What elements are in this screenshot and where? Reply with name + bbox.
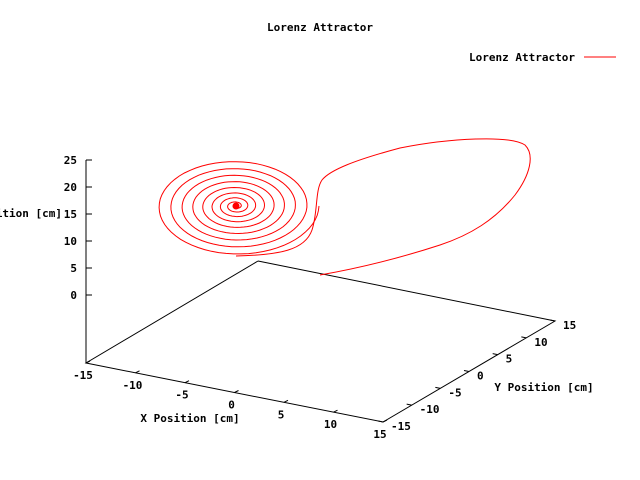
z-tick-label: 0 (70, 289, 77, 302)
x-tick-label: 0 (228, 399, 235, 412)
chart-title: Lorenz Attractor (267, 21, 373, 34)
y-tick-mark (377, 420, 384, 423)
x-tick-mark (333, 409, 338, 413)
x-tick-label: 5 (278, 408, 285, 421)
z-tick-label: 20 (64, 181, 77, 194)
z-axis-label: Z Position [cm] (0, 207, 62, 220)
y-tick-mark (406, 403, 412, 406)
y-tick-label: 10 (534, 336, 547, 349)
attractor-curve (158, 138, 531, 276)
x-axis-label: X Position [cm] (140, 412, 239, 425)
y-tick-mark (463, 370, 470, 372)
series-lorenz-attractor-outer-loop (235, 138, 531, 276)
y-tick-label: -5 (448, 386, 461, 399)
x-tick-mark (85, 360, 91, 364)
x-tick-label: 10 (324, 418, 337, 431)
y-tick-label: -10 (420, 403, 440, 416)
y-tick-label: -15 (391, 420, 411, 433)
z-tick-label: 10 (64, 235, 77, 248)
x-tick-mark (283, 399, 289, 403)
z-tick-label: 25 (64, 154, 77, 167)
y-tick-mark (492, 353, 498, 356)
y-tick-mark (521, 336, 527, 339)
x-tick-label: 15 (373, 428, 386, 441)
series-lorenz-attractor-inner-spiral (158, 161, 320, 255)
legend-label: Lorenz Attractor (469, 51, 575, 64)
y-axis-ticks: -15 -10 -5 0 5 10 15 (377, 319, 576, 433)
z-tick-label: 15 (64, 208, 77, 221)
base-box-outline (84, 260, 557, 423)
y-tick-mark (549, 319, 556, 322)
legend: Lorenz Attractor (469, 51, 616, 64)
x-tick-label: -15 (73, 369, 93, 382)
y-tick-label: 0 (477, 370, 484, 383)
z-axis: 25 20 15 10 5 0 Z Position [cm] (0, 154, 92, 363)
y-axis-label: Y Position [cm] (494, 381, 593, 394)
y-tick-label: 5 (506, 353, 513, 366)
x-axis-ticks: -15 -10 -5 0 5 10 15 (73, 360, 388, 441)
x-tick-mark (382, 419, 388, 423)
x-tick-label: -10 (123, 379, 143, 392)
x-tick-mark (184, 380, 190, 384)
attractor-center (232, 202, 240, 210)
y-tick-mark (435, 386, 441, 389)
x-tick-label: -5 (175, 389, 188, 402)
y-tick-label: 15 (563, 319, 576, 332)
x-tick-mark (135, 370, 140, 374)
z-tick-label: 5 (70, 262, 77, 275)
base-box (84, 260, 557, 423)
x-tick-mark (234, 390, 239, 393)
